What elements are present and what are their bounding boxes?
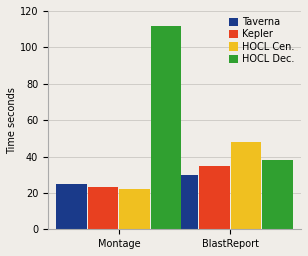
Bar	[168, 175, 198, 229]
Bar	[88, 187, 118, 229]
Bar	[120, 189, 150, 229]
Bar	[56, 184, 87, 229]
Bar	[151, 26, 181, 229]
Bar	[199, 166, 229, 229]
Bar	[262, 160, 293, 229]
Y-axis label: Time seconds: Time seconds	[7, 87, 17, 154]
Bar	[231, 142, 261, 229]
Legend: Taverna, Kepler, HOCL Cen., HOCL Dec.: Taverna, Kepler, HOCL Cen., HOCL Dec.	[225, 13, 298, 68]
